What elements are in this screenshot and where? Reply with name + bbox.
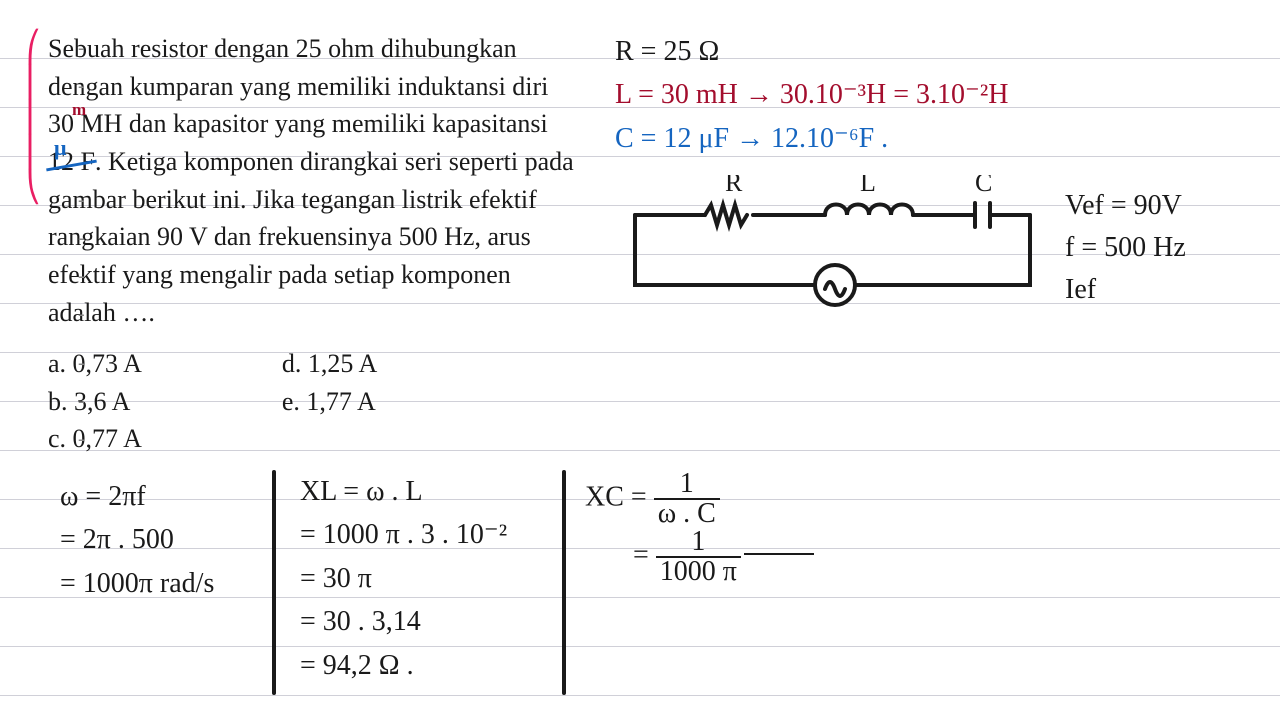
circuit-label-r: R xyxy=(725,175,743,197)
ief-unknown: Ief xyxy=(1065,269,1186,311)
work-line: = 1 1000 π xyxy=(585,528,814,586)
trailing-line xyxy=(744,553,814,555)
work-line: = 2π . 500 xyxy=(60,518,214,561)
work-xc: XC = 1 ω . C = 1 1000 π xyxy=(585,470,814,586)
bracket-decoration: ⎛⎜⎜⎜⎝ xyxy=(26,30,41,205)
problem-line: efektif yang mengalir pada setiap kompon… xyxy=(48,256,588,294)
problem-line: adalah …. xyxy=(48,294,588,332)
margin-dash: - xyxy=(78,300,85,329)
divider-line xyxy=(272,470,276,695)
problem-text: - - - - - - Sebuah resistor dengan 25 oh… xyxy=(48,30,588,332)
given-l: L = 30 mH → 30.10⁻³H = 3.10⁻²H xyxy=(615,73,1008,116)
fraction: 1 1000 π xyxy=(656,528,741,586)
option-e: e. 1,77 A xyxy=(282,383,377,421)
options-col-2: d. 1,25 A e. 1,77 A xyxy=(282,345,377,458)
work-line: = 1000π rad/s xyxy=(60,562,214,605)
options-col-1: - - - a. 0,73 A b. 3,6 A c. 0,77 A xyxy=(48,345,142,458)
work-line: = 94,2 Ω . xyxy=(300,644,507,687)
given-values: R = 25 Ω L = 30 mH → 30.10⁻³H = 3.10⁻²H … xyxy=(615,30,1008,160)
problem-line: 12 F. Ketiga komponen dirangkai seri sep… xyxy=(48,143,588,181)
work-line: XC = 1 ω . C xyxy=(585,470,814,528)
option-a: a. 0,73 A xyxy=(48,345,142,383)
given-r: R = 25 Ω xyxy=(615,30,1008,73)
correction-mu-annotation: μ xyxy=(54,135,66,161)
problem-line: 30 MH dan kapasitor yang memiliki kapasi… xyxy=(48,105,588,143)
work-line: = 30 . 3,14 xyxy=(300,600,507,643)
margin-dash: - xyxy=(78,72,85,101)
margin-dash: - xyxy=(78,425,85,454)
margin-dash: - xyxy=(78,262,85,291)
divider-line xyxy=(562,470,566,695)
circuit-label-c: C xyxy=(975,175,992,197)
option-c: c. 0,77 A xyxy=(48,420,142,458)
unit-mh: MH xyxy=(81,109,123,138)
margin-dash: - xyxy=(78,34,85,63)
effective-values: Vef = 90V f = 500 Hz Ief xyxy=(1065,185,1186,311)
fraction: 1 ω . C xyxy=(654,470,720,528)
work-omega: ω = 2πf = 2π . 500 = 1000π rad/s xyxy=(60,475,214,605)
answer-options: - - - a. 0,73 A b. 3,6 A c. 0,77 A d. 1,… xyxy=(48,345,377,458)
margin-dash: - xyxy=(78,186,85,215)
correction-m-annotation: m xyxy=(72,100,86,120)
option-b: b. 3,6 A xyxy=(48,383,142,421)
vef-value: Vef = 90V xyxy=(1065,185,1186,227)
circuit-label-l: L xyxy=(860,175,876,197)
margin-dash: - xyxy=(78,387,85,416)
f-value: f = 500 Hz xyxy=(1065,227,1186,269)
problem-line: Sebuah resistor dengan 25 ohm dihubungka… xyxy=(48,30,588,68)
work-line: XL = ω . L xyxy=(300,470,507,513)
work-xl: XL = ω . L = 1000 π . 3 . 10⁻² = 30 π = … xyxy=(300,470,507,687)
work-line: ω = 2πf xyxy=(60,475,214,518)
problem-line: dengan kumparan yang memiliki induktansi… xyxy=(48,68,588,106)
option-d: d. 1,25 A xyxy=(282,345,377,383)
problem-line: rangkaian 90 V dan frekuensinya 500 Hz, … xyxy=(48,218,588,256)
work-line: = 30 π xyxy=(300,557,507,600)
circuit-diagram: R L C xyxy=(620,175,1050,325)
margin-dash: - xyxy=(78,224,85,253)
given-c: C = 12 μF → 12.10⁻⁶F . xyxy=(615,117,1008,160)
problem-line: gambar berikut ini. Jika tegangan listri… xyxy=(48,181,588,219)
work-line: = 1000 π . 3 . 10⁻² xyxy=(300,513,507,556)
margin-dash: - xyxy=(78,349,85,378)
circuit-svg: R L C xyxy=(620,175,1050,320)
